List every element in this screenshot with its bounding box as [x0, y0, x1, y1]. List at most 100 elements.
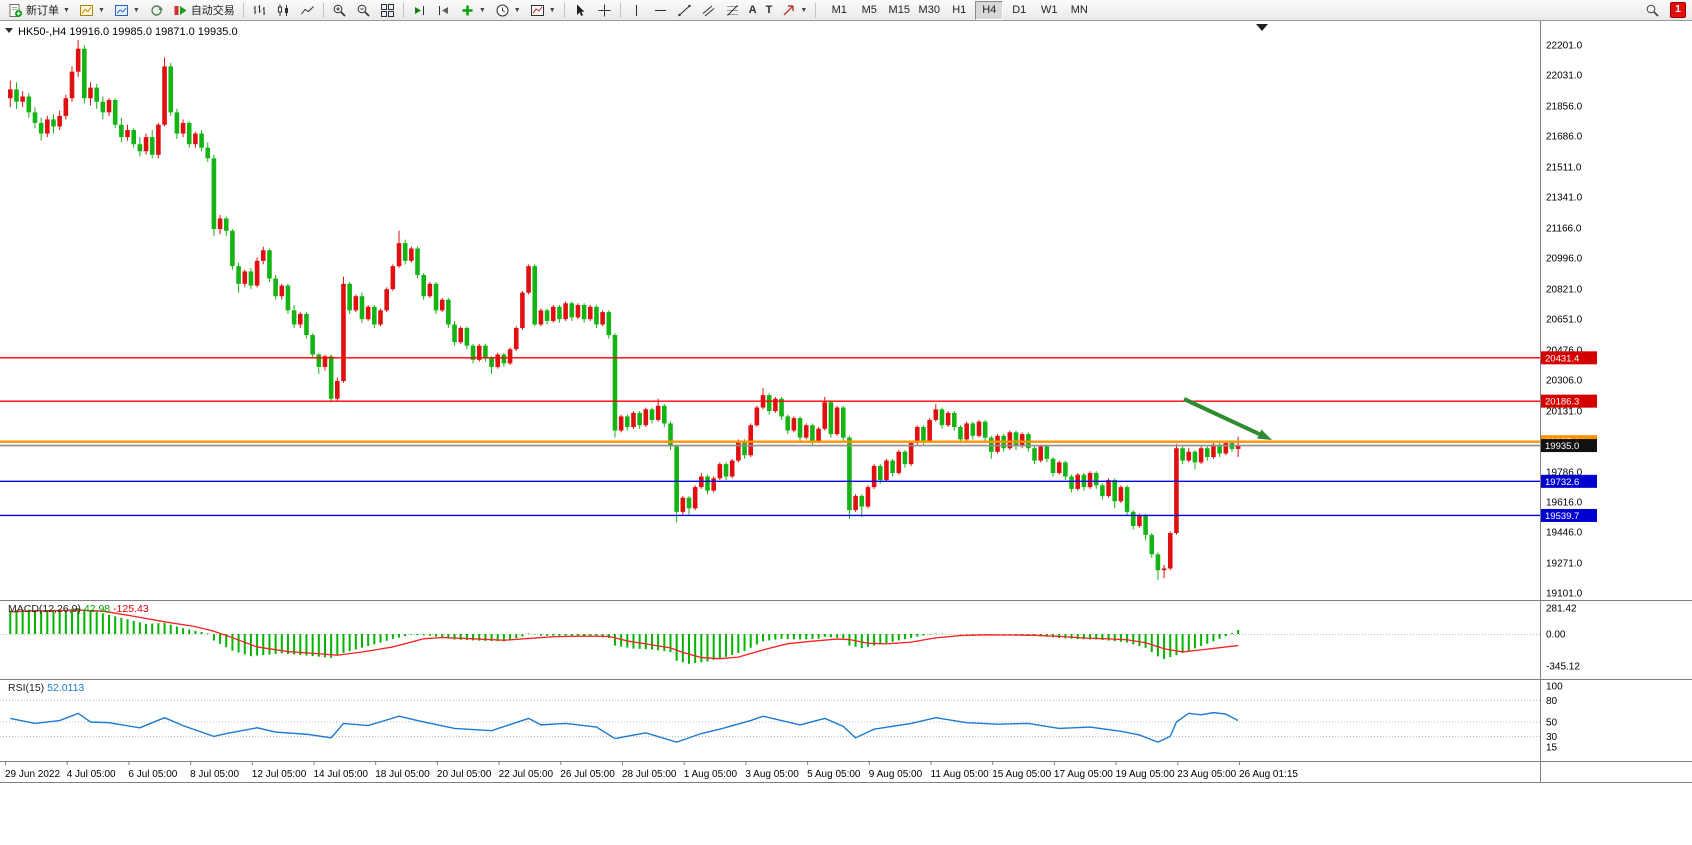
svg-text:21686.0: 21686.0: [1546, 132, 1583, 143]
chart-canvas[interactable]: 22201.0 22031.0 21856.0 21686.0 21511.0 21341…: [0, 21, 1692, 845]
chevron-down-icon: ▼: [97, 6, 105, 14]
svg-text:1 Aug 05:00: 1 Aug 05:00: [684, 769, 738, 780]
crosshair-icon: [597, 3, 612, 18]
timeframe-button-d1[interactable]: D1: [1012, 3, 1027, 16]
svg-text:30: 30: [1546, 732, 1558, 743]
auto-trading-button[interactable]: 自动交易: [169, 1, 239, 19]
one-click-trading-toggle[interactable]: [5, 28, 13, 33]
cursor-button[interactable]: [569, 1, 592, 19]
horizontal-level-lines[interactable]: 20431.420186.319957.119935.019732.619539…: [0, 351, 1597, 522]
toolbar-separator: [815, 2, 817, 18]
chevron-down-icon: ▼: [513, 6, 521, 14]
timeframe-button-m1[interactable]: M1: [831, 3, 847, 16]
svg-text:26 Jul 05:00: 26 Jul 05:00: [560, 769, 615, 780]
timeframe-button-h4[interactable]: H4: [975, 0, 1004, 20]
svg-text:0.00: 0.00: [1546, 630, 1566, 641]
svg-text:6 Jul 05:00: 6 Jul 05:00: [128, 769, 177, 780]
tile-windows-icon: [380, 3, 395, 18]
clock-icon: [495, 3, 510, 18]
svg-text:11 Aug 05:00: 11 Aug 05:00: [931, 769, 990, 780]
annotation-arrow[interactable]: [1183, 397, 1272, 440]
svg-text:9 Aug 05:00: 9 Aug 05:00: [869, 769, 923, 780]
horizontal-line-tool-button[interactable]: [649, 1, 672, 19]
svg-text:21166.0: 21166.0: [1546, 223, 1582, 234]
candlestick-chart-button[interactable]: [272, 1, 295, 19]
toolbar-separator: [619, 2, 621, 18]
periods-button[interactable]: ▼: [491, 1, 525, 19]
arrows-tool-button[interactable]: ▼: [777, 1, 811, 19]
line-chart-button[interactable]: [296, 1, 319, 19]
zoom-in-button[interactable]: [328, 1, 351, 19]
profiles-icon: [114, 3, 129, 18]
timeframe-button-w1[interactable]: W1: [1041, 3, 1058, 16]
svg-text:100: 100: [1546, 682, 1563, 693]
line-chart-icon: [300, 3, 315, 18]
svg-text:19616.0: 19616.0: [1546, 497, 1583, 508]
horizontal-line-icon: [653, 3, 668, 18]
fibonacci-tool-button[interactable]: [721, 1, 744, 19]
search-button[interactable]: [1641, 1, 1664, 19]
svg-text:28 Jul 05:00: 28 Jul 05:00: [622, 769, 677, 780]
label-tool-button[interactable]: T: [762, 1, 777, 19]
candlestick-chart-icon: [276, 3, 291, 18]
svg-text:15 Aug 05:00: 15 Aug 05:00: [992, 769, 1051, 780]
zoom-in-icon: [332, 3, 347, 18]
chevron-down-icon: ▼: [478, 6, 486, 14]
price-tag: [1541, 508, 1597, 522]
rsi-label: RSI(15) 52.0113: [8, 682, 84, 694]
svg-text:19 Aug 05:00: 19 Aug 05:00: [1116, 769, 1175, 780]
search-icon: [1645, 3, 1660, 18]
text-tool-button[interactable]: A: [745, 1, 761, 19]
svg-text:22 Jul 05:00: 22 Jul 05:00: [499, 769, 554, 780]
toolbar-separator: [322, 2, 324, 18]
chart-ohlc-header: HK50-,H4 19916.0 19985.0 19871.0 19935.0: [18, 26, 238, 38]
toolbar: 新订单 ▼ ▼ ▼ 自动交易: [0, 0, 1692, 21]
time-axis[interactable]: 29 Jun 2022 4 Jul 05:00 6 Jul 05:00 8 Jul 0…: [5, 761, 1298, 780]
svg-text:19935.0: 19935.0: [1545, 441, 1579, 452]
auto-scroll-icon: [412, 3, 427, 18]
trendline-tool-button[interactable]: [673, 1, 696, 19]
templates-button[interactable]: ▼: [526, 1, 560, 19]
fibonacci-icon: [725, 3, 740, 18]
timeframe-button-m15[interactable]: M15: [888, 3, 910, 16]
profiles-button[interactable]: ▼: [110, 1, 144, 19]
zoom-out-button[interactable]: [352, 1, 375, 19]
timeframe-button-h1[interactable]: H1: [952, 3, 967, 16]
chart-shift-button[interactable]: [432, 1, 455, 19]
timeframe-button-mn[interactable]: MN: [1070, 3, 1088, 16]
svg-text:20996.0: 20996.0: [1546, 254, 1583, 265]
toolbar-separator: [563, 2, 565, 18]
toolbar-separator: [242, 2, 244, 18]
svg-text:19539.7: 19539.7: [1545, 511, 1579, 522]
svg-text:19786.0: 19786.0: [1546, 467, 1583, 478]
tile-windows-button[interactable]: [376, 1, 399, 19]
bar-chart-button[interactable]: [248, 1, 271, 19]
indicators-button[interactable]: ▼: [456, 1, 490, 19]
templates-icon: [530, 3, 545, 18]
svg-text:19446.0: 19446.0: [1546, 528, 1583, 539]
new-chart-button[interactable]: ▼: [75, 1, 109, 19]
chevron-down-icon: ▼: [800, 6, 808, 14]
svg-text:20476.0: 20476.0: [1546, 345, 1583, 356]
vertical-line-tool-button[interactable]: [625, 1, 648, 19]
notification-badge[interactable]: 1: [1670, 2, 1686, 18]
svg-text:19101.0: 19101.0: [1546, 589, 1583, 600]
svg-text:15: 15: [1546, 743, 1558, 754]
new-order-button[interactable]: 新订单 ▼: [4, 1, 74, 19]
svg-text:21856.0: 21856.0: [1546, 101, 1583, 112]
auto-trading-label: 自动交易: [190, 5, 235, 17]
chart-shift-marker[interactable]: [1256, 24, 1268, 31]
timeframe-button-m30[interactable]: M30: [918, 3, 940, 16]
refresh-button[interactable]: [145, 1, 168, 19]
auto-scroll-button[interactable]: [408, 1, 431, 19]
candlestick-series: [8, 39, 1241, 580]
price-tag: [1541, 474, 1597, 488]
crosshair-button[interactable]: [593, 1, 616, 19]
timeframe-button-m5[interactable]: M5: [861, 3, 877, 16]
new-chart-icon: [79, 3, 94, 18]
channel-tool-button[interactable]: [697, 1, 720, 19]
auto-trading-icon: [173, 3, 188, 18]
trendline-icon: [677, 3, 692, 18]
price-tag: [1541, 439, 1597, 453]
